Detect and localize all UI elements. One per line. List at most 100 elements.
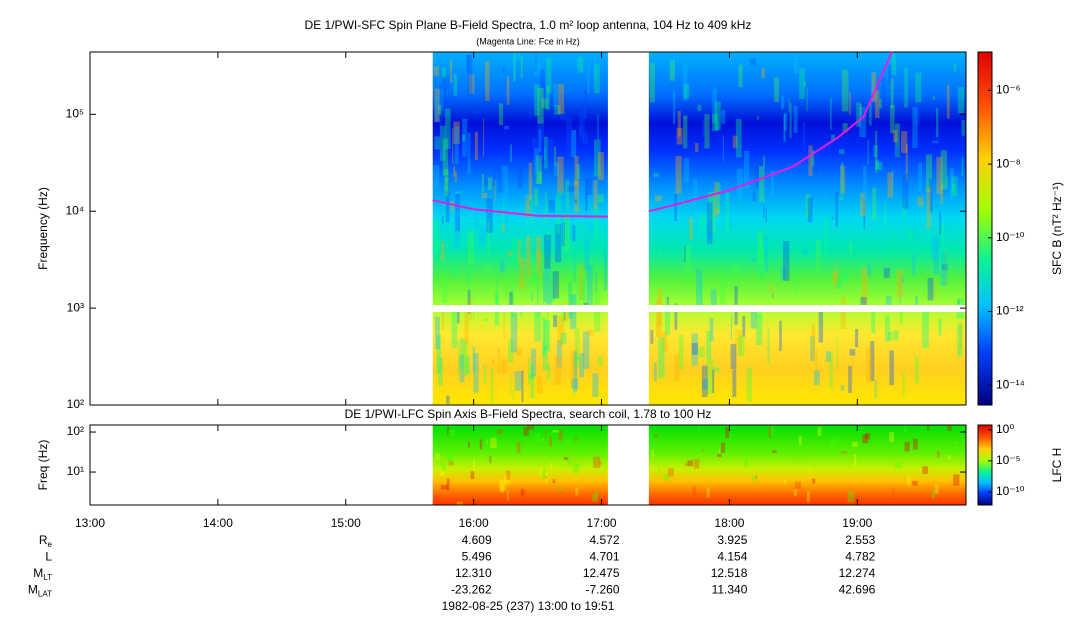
spectrogram-texture — [904, 67, 908, 108]
spectrogram-texture — [521, 370, 524, 403]
spectrogram-texture — [716, 453, 722, 457]
spectrogram-texture — [444, 168, 449, 196]
spectrogram-texture — [561, 222, 566, 247]
spectrogram-texture — [940, 183, 944, 204]
spectrogram-texture — [738, 192, 742, 206]
spectrogram-texture — [547, 139, 554, 165]
plot-frame — [89, 51, 967, 406]
spectrogram-texture — [691, 333, 698, 366]
spectrogram-texture — [442, 67, 447, 79]
spectrogram-texture — [479, 439, 483, 450]
spectrogram-texture — [462, 134, 466, 142]
spectrogram-texture — [504, 475, 511, 485]
spectrogram-texture — [579, 278, 586, 301]
y-tick-label: 10¹ — [67, 464, 84, 478]
spectrogram-texture — [783, 112, 788, 131]
spectrogram-texture — [557, 315, 565, 347]
spectrogram-texture — [542, 345, 549, 371]
colorbar-tick-label: 10⁻⁸ — [996, 156, 1021, 170]
spectrogram-texture — [885, 296, 892, 310]
ephemeris-value: 11.340 — [712, 583, 748, 597]
spectrogram-texture — [695, 142, 699, 152]
spectrogram-texture — [915, 296, 918, 306]
spectrogram-texture — [561, 307, 566, 323]
spectrogram-texture — [561, 191, 569, 225]
x-tick-label: 15:00 — [331, 516, 361, 530]
spectrogram-texture — [732, 135, 738, 149]
spectrogram-texture — [669, 60, 675, 81]
spectrogram-texture — [468, 252, 470, 294]
spectrogram-texture — [934, 278, 937, 299]
spectrogram-texture — [849, 349, 856, 356]
spectrogram-texture — [874, 380, 877, 399]
spectrogram-texture — [936, 156, 943, 194]
x-tick-label: 16:00 — [459, 516, 489, 530]
x-tick-label: 13:00 — [75, 516, 105, 530]
spectrogram-texture — [810, 336, 815, 362]
spectrogram-texture — [587, 500, 593, 505]
spectrogram-texture — [813, 370, 820, 386]
spectrogram-texture — [467, 54, 473, 97]
spectrogram-texture — [702, 449, 704, 453]
spectrogram-texture — [768, 426, 772, 438]
spectrogram-texture — [940, 150, 947, 190]
spectrogram-texture — [668, 240, 672, 244]
spectrogram-texture — [479, 225, 487, 247]
data-gap — [648, 305, 966, 312]
spectrogram-texture — [499, 479, 506, 492]
spectrogram-texture — [450, 62, 452, 68]
spectrogram-texture — [440, 484, 448, 490]
spectrogram-texture — [758, 243, 764, 278]
spectrogram-texture — [496, 429, 503, 435]
spectrogram-texture — [586, 266, 593, 305]
spectrogram-texture — [570, 293, 576, 315]
spectrogram-texture — [593, 180, 598, 210]
spectrogram-texture — [698, 346, 705, 358]
ephemeris-value: 2.553 — [845, 533, 875, 547]
plot-frame — [89, 424, 967, 506]
spectrogram-texture — [579, 353, 585, 378]
spectrogram-texture — [922, 310, 929, 349]
spectrogram-texture — [908, 229, 916, 239]
spectrogram-texture — [514, 371, 522, 391]
colorbar-label: SFC B (nT² Hz⁻¹) — [1050, 182, 1064, 275]
spectrogram-texture — [755, 475, 758, 479]
spectrogram-texture — [453, 121, 460, 144]
spectrogram-texture — [730, 314, 733, 341]
spectrogram — [432, 52, 608, 405]
spectrogram-texture — [509, 374, 512, 396]
spectrogram-texture — [512, 389, 514, 401]
spectrogram-texture — [938, 319, 942, 337]
spectrogram-texture — [931, 234, 939, 260]
colorbar — [977, 424, 993, 506]
row-label: MLAT — [28, 583, 52, 599]
spectrogram-texture — [889, 432, 894, 442]
spectrogram-texture — [594, 491, 599, 498]
spectrogram-texture — [894, 146, 900, 159]
spectrogram-texture — [856, 102, 861, 127]
spectrogram-texture — [894, 123, 900, 158]
spectrogram-texture — [707, 202, 713, 244]
spectrogram-texture — [805, 194, 811, 219]
spectrogram-texture — [574, 199, 577, 204]
spectrogram-texture — [574, 181, 580, 213]
spectrogram-texture — [674, 303, 678, 330]
spectrogram-texture — [446, 395, 450, 404]
row-label-main: L — [45, 550, 52, 564]
spectrogram-texture — [560, 332, 567, 344]
spectrogram-texture — [863, 194, 866, 230]
spectrogram-texture — [859, 103, 862, 116]
spectrogram-texture — [831, 134, 835, 140]
spectrogram-texture — [498, 103, 504, 126]
spectrogram-texture — [794, 481, 802, 489]
spectrogram-texture — [553, 83, 558, 107]
spectrogram — [648, 52, 966, 405]
spectrogram-texture — [763, 205, 765, 219]
spectrogram-texture — [893, 330, 899, 341]
spectrogram-texture — [456, 501, 463, 505]
spectrogram-texture — [536, 375, 543, 394]
row-label: L — [45, 550, 52, 564]
spectrogram-texture — [932, 96, 935, 100]
ephemeris-value: -7.260 — [586, 583, 620, 597]
